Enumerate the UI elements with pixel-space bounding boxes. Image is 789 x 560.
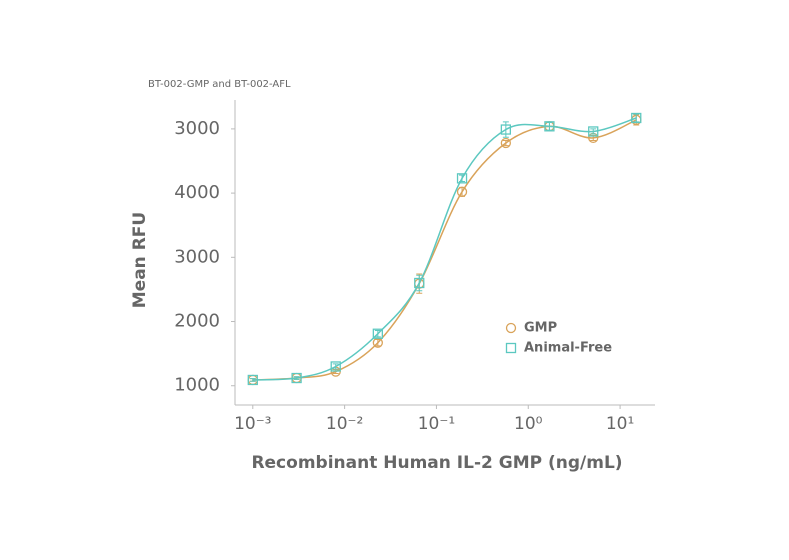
marker [500,124,511,135]
x-tick-label: 10⁻² [326,414,363,434]
marker [631,112,642,124]
x-tick-label: 10⁻³ [234,414,271,434]
marker [456,186,468,197]
y-tick-label: 1000 [174,375,220,396]
marker [500,137,511,149]
error-bar [374,339,381,347]
error-bar [502,121,509,138]
x-tick-label: 10⁻¹ [418,414,455,434]
legend-label: GMP [524,321,557,336]
y-axis-label: Mean RFU [130,212,150,308]
x-axis-label: Recombinant Human IL-2 GMP (ng/mL) [251,453,622,473]
marker [247,374,258,386]
error-bar [590,128,597,135]
fit-line [252,117,637,381]
chart-title: BT-002-GMP and BT-002-AFL [148,79,291,90]
y-tick-label: 4000 [174,182,220,203]
x-tick-label: 10¹ [606,414,634,434]
error-bar [293,376,300,380]
legend-marker [505,342,517,354]
x-tick-label: 10⁰ [514,414,543,434]
y-tick-label: 3000 [174,246,220,267]
marker [414,277,425,289]
legend-label: Animal-Free [524,341,612,356]
marker [456,173,468,184]
marker [330,361,341,372]
error-bar [374,330,381,338]
y-tick-label: 3000 [174,118,220,139]
error-bar [249,378,256,382]
legend-marker [505,322,517,334]
error-bar [502,139,509,147]
fit-line [252,119,637,381]
marker [291,372,302,384]
marker [544,121,555,132]
error-bar [459,174,466,183]
error-bar [332,363,339,370]
marker [588,126,599,137]
marker [372,328,383,339]
y-tick-label: 2000 [174,311,220,332]
